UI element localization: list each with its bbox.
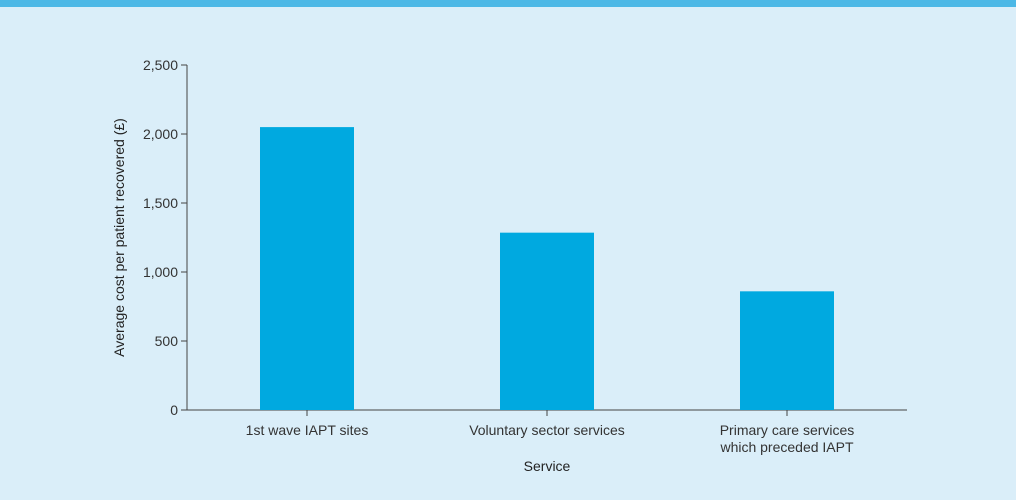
x-axis-category-labels: 1st wave IAPT sites Voluntary sector serv… bbox=[246, 410, 854, 455]
x-category-label: 1st wave IAPT sites bbox=[246, 422, 369, 438]
y-axis-ticks: 0 500 1,000 1,500 2,000 2,500 bbox=[143, 57, 187, 418]
y-tick-label: 0 bbox=[170, 402, 178, 418]
y-tick-label: 1,500 bbox=[143, 195, 178, 211]
chart-bars bbox=[260, 127, 834, 410]
y-tick-label: 1,000 bbox=[143, 264, 178, 280]
bar-1 bbox=[500, 232, 594, 410]
y-tick-label: 2,000 bbox=[143, 126, 178, 142]
bar-0 bbox=[260, 127, 354, 410]
top-stripe bbox=[0, 0, 1016, 7]
y-axis-title: Average cost per patient recovered (£) bbox=[111, 118, 127, 357]
x-category-label: Voluntary sector services bbox=[469, 422, 625, 438]
bar-2 bbox=[740, 291, 834, 410]
y-tick-label: 500 bbox=[155, 333, 179, 349]
y-tick-label: 2,500 bbox=[143, 57, 178, 73]
x-category-label: Primary care services which preceded IAPT bbox=[719, 422, 854, 455]
x-axis-title: Service bbox=[524, 458, 571, 474]
